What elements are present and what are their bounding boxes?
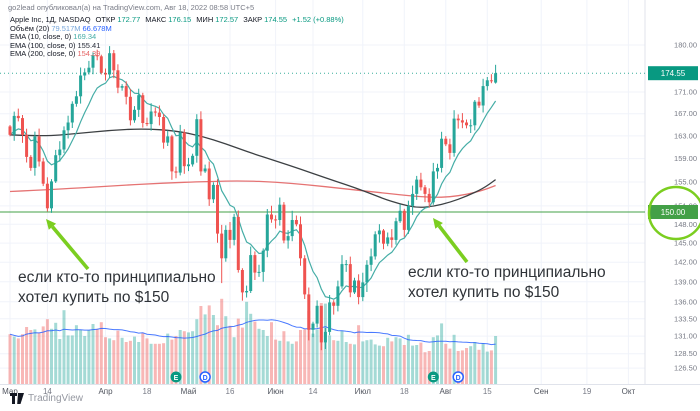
annotation-right-line1: если кто-то принципиально xyxy=(408,264,606,281)
time-axis-label[interactable]: 18 xyxy=(143,387,152,396)
dividends-marker-icon[interactable]: D xyxy=(452,371,464,383)
time-axis-label[interactable]: Июн xyxy=(268,387,284,396)
time-axis-label[interactable]: 14 xyxy=(309,387,318,396)
ema100-label: EMA (100, close, 0) xyxy=(10,40,76,50)
ema200-label: EMA (200, close, 0) xyxy=(10,49,76,59)
low-label: МИН xyxy=(196,15,214,24)
chart-legend: Apple Inc, 1Д, NASDAQ ОТКР 172.77 МАКС 176.1… xyxy=(10,15,344,59)
price-axis-label[interactable]: 128.50 xyxy=(674,349,697,358)
legend-ema10-row[interactable]: EMA (10, close, 0) 169.34 xyxy=(10,32,344,42)
legend-volume-row[interactable]: Объём (20) 79.517M 66.678M xyxy=(10,23,344,34)
close-label: ЗАКР xyxy=(243,15,263,24)
svg-text:D: D xyxy=(203,375,208,382)
publish-attribution: go2lead опубликовал(а) на TradingView.co… xyxy=(8,3,255,12)
dividends-marker-icon[interactable]: D xyxy=(199,371,211,383)
ellipse-annotation[interactable] xyxy=(647,185,700,241)
annotation-left-line2: хотел купить по $150 xyxy=(18,289,170,306)
volume-value: 79.517M xyxy=(51,23,81,33)
svg-text:E: E xyxy=(174,375,179,382)
time-axis-label[interactable]: Апр xyxy=(98,387,113,396)
svg-text:D: D xyxy=(456,375,461,382)
ema100-value: 155.41 xyxy=(77,40,101,50)
time-axis-label[interactable]: 15 xyxy=(483,387,492,396)
price-axis-label[interactable]: 163.00 xyxy=(674,131,697,140)
tradingview-logo-icon xyxy=(10,393,24,404)
arrow-annotation[interactable] xyxy=(46,219,90,271)
arrow-annotation[interactable] xyxy=(433,218,469,264)
level-price-badge: 150.00 xyxy=(648,205,698,219)
last-price-badge: 174.55 xyxy=(648,66,698,81)
ema10-value: 169.34 xyxy=(73,32,97,42)
price-axis-label[interactable]: 180.00 xyxy=(674,41,697,50)
price-axis-label[interactable]: 159.00 xyxy=(674,154,697,163)
ema200-value: 154.39 xyxy=(77,49,101,59)
price-axis-label[interactable]: 131.00 xyxy=(674,332,697,341)
annotation-text-left: если кто-то принципиально хотел купить п… xyxy=(18,268,216,308)
time-axis-label[interactable]: Май xyxy=(181,387,197,396)
price-axis-label[interactable]: 167.00 xyxy=(674,109,697,118)
price-axis-label[interactable]: 136.00 xyxy=(674,297,697,306)
earnings-marker-icon[interactable]: E xyxy=(427,371,439,383)
annotation-text-right: если кто-то принципиально хотел купить п… xyxy=(408,263,606,303)
time-axis-label[interactable]: Июл xyxy=(355,387,372,396)
svg-text:150.00: 150.00 xyxy=(661,208,686,217)
high-value: 176.15 xyxy=(168,15,192,24)
tradingview-brand-text: TradingView xyxy=(28,393,84,404)
time-axis-label[interactable]: Окт xyxy=(622,387,636,396)
price-axis-label[interactable]: 126.50 xyxy=(674,364,697,373)
legend-ema100-row[interactable]: EMA (100, close, 0) 155.41 xyxy=(10,40,344,51)
svg-text:E: E xyxy=(431,375,436,382)
price-axis-label[interactable]: 171.00 xyxy=(674,88,697,97)
time-axis-label[interactable]: 14 xyxy=(43,387,52,396)
time-axis-label[interactable]: Мар xyxy=(2,387,18,396)
time-axis-label[interactable]: Сен xyxy=(534,387,549,396)
time-axis-label[interactable]: 16 xyxy=(226,387,235,396)
low-value: 172.57 xyxy=(215,15,239,24)
volume-label: Объём (20) xyxy=(10,23,50,33)
price-axis-label[interactable]: 148.00 xyxy=(674,220,697,229)
earnings-marker-icon[interactable]: E xyxy=(170,371,182,383)
svg-text:174.55: 174.55 xyxy=(661,69,686,78)
open-value: 172.77 xyxy=(117,15,141,24)
volume-ma-value: 66.678M xyxy=(82,23,112,33)
price-axis-label[interactable]: 155.00 xyxy=(674,178,697,187)
legend-ema200-row[interactable]: EMA (200, close, 0) 154.39 xyxy=(10,50,344,59)
time-axis-label[interactable]: 18 xyxy=(400,387,409,396)
price-axis-label[interactable]: 139.00 xyxy=(674,277,697,286)
ema10-label: EMA (10, close, 0) xyxy=(10,32,72,42)
high-label: МАКС xyxy=(145,15,167,24)
price-axis-label[interactable]: 142.00 xyxy=(674,258,697,267)
legend-symbol-row[interactable]: Apple Inc, 1Д, NASDAQ ОТКР 172.77 МАКС 176.1… xyxy=(10,15,344,25)
open-label: ОТКР xyxy=(95,15,116,24)
price-axis-label[interactable]: 133.50 xyxy=(674,314,697,323)
close-value: 174.55 xyxy=(264,15,288,24)
tradingview-attribution[interactable]: TradingView xyxy=(10,393,83,404)
symbol-title: Apple Inc, 1Д, NASDAQ xyxy=(10,15,91,24)
annotation-right-line2: хотел купить по $150 xyxy=(408,284,560,301)
price-axis-label[interactable]: 145.00 xyxy=(674,239,697,248)
annotation-left-line1: если кто-то принципиально xyxy=(18,269,216,286)
change-value: +1.52 (+0.88%) xyxy=(292,15,344,24)
time-axis-label[interactable]: 19 xyxy=(582,387,591,396)
time-axis-label[interactable]: Авг xyxy=(440,387,453,396)
